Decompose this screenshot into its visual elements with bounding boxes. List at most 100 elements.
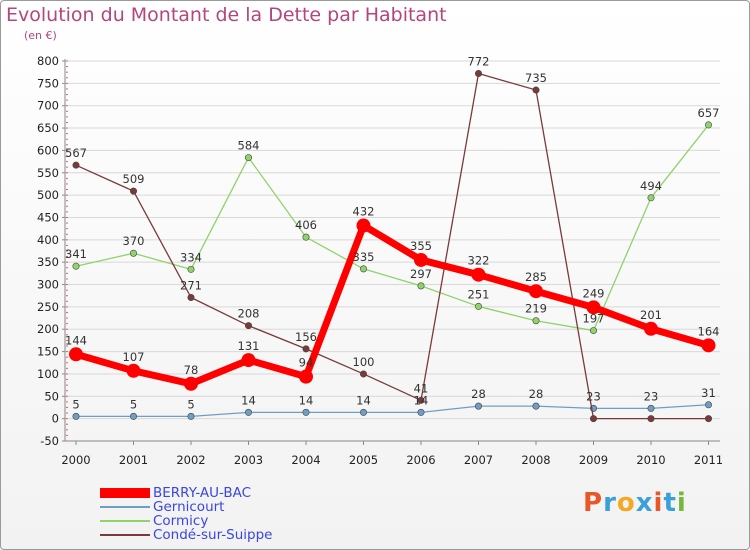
data-point (532, 86, 540, 94)
data-label: 735 (525, 71, 547, 85)
chart-subtitle: (en €) (24, 29, 57, 42)
data-label: 406 (295, 218, 317, 232)
data-label: 156 (295, 330, 317, 344)
data-point (245, 322, 253, 330)
data-label: 144 (65, 333, 87, 347)
y-tick-label: 250 (37, 300, 59, 314)
data-label: 14 (241, 393, 256, 407)
y-tick-label: -50 (40, 434, 59, 448)
data-label: 219 (525, 302, 547, 316)
data-label: 23 (644, 389, 659, 403)
x-tick-label: 2010 (636, 453, 665, 467)
data-point (130, 412, 138, 420)
data-label: 78 (184, 363, 199, 377)
data-label: 164 (698, 324, 720, 338)
data-point (359, 370, 367, 378)
y-tick-label: 350 (37, 255, 59, 269)
x-tick-label: 2011 (694, 453, 723, 467)
data-point (359, 265, 367, 273)
data-point (644, 321, 658, 336)
legend-swatch (100, 534, 150, 536)
data-point (187, 412, 195, 420)
series-line (75, 404, 710, 418)
data-point (647, 415, 655, 423)
data-point (532, 402, 540, 410)
data-label: 341 (65, 247, 87, 261)
data-point (589, 327, 597, 335)
data-point (704, 401, 712, 409)
data-point (72, 161, 80, 169)
x-tick-label: 2007 (464, 453, 493, 467)
x-tick-label: 2003 (234, 453, 263, 467)
data-point (130, 249, 138, 257)
data-label: 14 (356, 393, 371, 407)
data-label: 494 (640, 179, 662, 193)
y-tick-label: 300 (37, 278, 59, 292)
data-label: 567 (65, 146, 87, 160)
y-tick-label: 400 (37, 233, 59, 247)
chart-title: Evolution du Montant de la Dette par Hab… (6, 4, 447, 26)
logo-letter: o (616, 488, 636, 518)
data-point (532, 317, 540, 325)
data-label: 334 (180, 250, 202, 264)
data-label: 14 (299, 393, 314, 407)
data-point (187, 265, 195, 273)
series-line (72, 222, 712, 388)
data-label: 14 (414, 393, 429, 407)
data-point (704, 415, 712, 423)
logo-letter: x (635, 488, 654, 518)
legend-label: Gernicourt (153, 499, 225, 515)
data-label: 28 (471, 387, 486, 401)
data-label: 370 (123, 234, 145, 248)
data-point (187, 293, 195, 301)
x-tick-label: 2001 (119, 453, 148, 467)
data-label: 772 (468, 55, 490, 69)
series-line (75, 124, 710, 332)
data-point (184, 376, 198, 391)
x-tick-label: 2004 (291, 453, 320, 467)
data-point (302, 233, 310, 241)
data-label: 201 (640, 308, 662, 322)
data-label: 197 (583, 312, 605, 326)
data-label: 355 (410, 239, 432, 253)
x-tick-label: 2002 (176, 453, 205, 467)
data-label: 5 (130, 397, 137, 411)
data-point (529, 284, 543, 299)
data-point (647, 404, 655, 412)
y-tick-label: 700 (37, 99, 59, 113)
data-label: 584 (238, 139, 260, 153)
logo-letter: P (583, 488, 604, 518)
logo-letter: r (603, 488, 617, 518)
data-point (69, 347, 83, 362)
data-point (126, 363, 141, 378)
data-label: 271 (180, 278, 202, 292)
y-tick-label: 200 (37, 322, 59, 336)
y-tick-label: 550 (37, 166, 59, 180)
proxiti-logo: Proxiti (583, 488, 687, 518)
data-point (647, 194, 655, 202)
data-label: 657 (698, 106, 720, 120)
data-label: 94 (299, 356, 314, 370)
data-label: 23 (586, 389, 601, 403)
data-label: 249 (583, 286, 605, 300)
data-point (586, 300, 601, 315)
legend-swatch (100, 506, 150, 508)
data-point (245, 154, 253, 162)
x-tick-label: 2005 (349, 453, 378, 467)
data-label: 31 (701, 386, 716, 400)
legend-label: Condé-sur-Suippe (153, 527, 273, 543)
data-point (302, 408, 310, 416)
data-point (701, 338, 716, 353)
data-label: 100 (353, 355, 375, 369)
data-point (241, 353, 256, 368)
data-point (474, 402, 482, 410)
data-label: 28 (529, 387, 544, 401)
y-tick-label: 0 (52, 412, 59, 426)
y-tick-label: 100 (37, 367, 59, 381)
logo-letter: t (663, 488, 677, 518)
y-tick-label: 650 (37, 121, 59, 135)
data-label: 335 (353, 250, 375, 264)
logo-letter: i (653, 488, 664, 518)
